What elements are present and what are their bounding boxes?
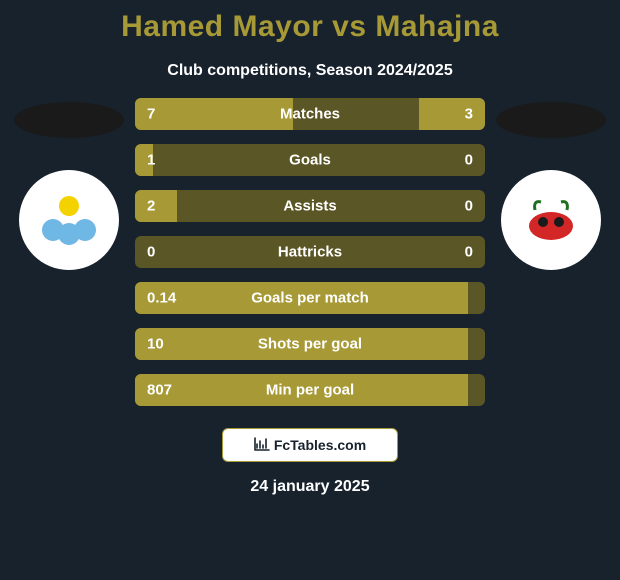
stat-bar-label: Shots per goal — [258, 336, 362, 353]
stat-bar: Goals per match 0.14 — [135, 282, 485, 314]
root: Hamed Mayor vs Mahajna Club competitions… — [0, 0, 620, 580]
stat-bar-left-value: 807 — [147, 382, 172, 399]
site-pill[interactable]: FcTables.com — [222, 428, 398, 462]
stat-bar-right-value: 0 — [465, 198, 473, 215]
stat-bar: Matches 7 3 — [135, 98, 485, 130]
right-club-crest-icon — [521, 190, 581, 250]
stat-bar-left-value: 1 — [147, 152, 155, 169]
stat-bar-label: Assists — [283, 198, 336, 215]
stat-bar-left-value: 10 — [147, 336, 164, 353]
site-text: FcTables.com — [274, 437, 366, 453]
stat-bar-label: Goals per match — [251, 290, 369, 307]
content: Matches73Goals10Assists20Hattricks00Goal… — [0, 98, 620, 406]
chart-icon — [254, 437, 270, 454]
stat-bar-left-fill — [135, 98, 293, 130]
left-club-disc — [14, 102, 124, 138]
stat-bar: Hattricks 0 0 — [135, 236, 485, 268]
stat-bar-right-fill — [419, 98, 486, 130]
stat-bar-left-value: 2 — [147, 198, 155, 215]
date-text: 24 january 2025 — [0, 478, 620, 496]
stat-bar-left-fill — [135, 190, 177, 222]
stat-bar: Shots per goal 10 — [135, 328, 485, 360]
stat-bar-left-value: 0 — [147, 244, 155, 261]
stat-bar-left-value: 7 — [147, 106, 155, 123]
stat-bar-right-value: 0 — [465, 244, 473, 261]
stat-bar-label: Goals — [289, 152, 331, 169]
left-club-crest-icon — [39, 190, 99, 250]
stat-bar-right-value: 3 — [465, 106, 473, 123]
stat-bar-right-value: 0 — [465, 152, 473, 169]
right-club-badge — [501, 170, 601, 270]
stat-bar-left-value: 0.14 — [147, 290, 176, 307]
bars-col: Matches73Goals10Assists20Hattricks00Goal… — [135, 98, 485, 406]
stat-bar: Assists 2 0 — [135, 190, 485, 222]
right-club-col — [491, 98, 611, 270]
left-club-badge-inner — [26, 177, 112, 263]
stat-bar: Goals 1 0 — [135, 144, 485, 176]
subtitle: Club competitions, Season 2024/2025 — [0, 62, 620, 80]
right-club-badge-inner — [508, 177, 594, 263]
left-club-badge — [19, 170, 119, 270]
right-club-disc — [496, 102, 606, 138]
page-title: Hamed Mayor vs Mahajna — [0, 0, 620, 44]
left-club-col — [9, 98, 129, 270]
stat-bar: Min per goal 807 — [135, 374, 485, 406]
stat-bar-label: Matches — [280, 106, 340, 123]
stat-bar-label: Min per goal — [266, 382, 354, 399]
stat-bar-label: Hattricks — [278, 244, 342, 261]
